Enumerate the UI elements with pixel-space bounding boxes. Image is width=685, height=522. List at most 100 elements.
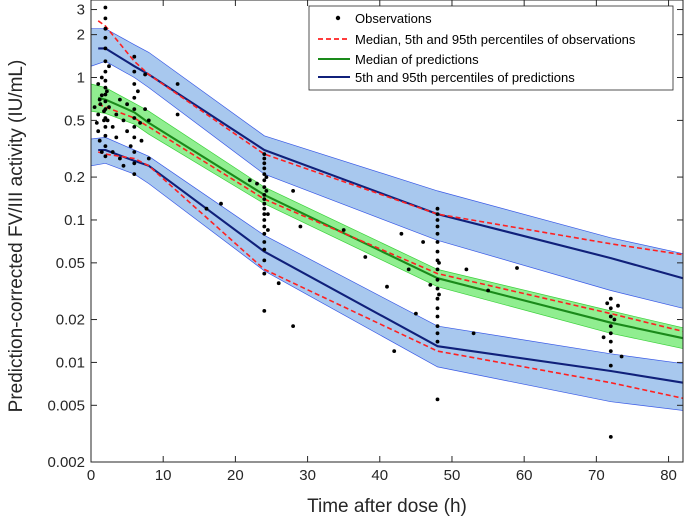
y-tick-label: 0.5 [64, 112, 85, 129]
legend: Observations Median, 5th and 95th percen… [308, 5, 674, 91]
observation-point [605, 301, 610, 306]
legend-label-observations: Observations [355, 11, 432, 26]
plot-frame [90, 0, 684, 463]
observation-point [435, 218, 440, 222]
observation-point [435, 212, 440, 217]
observation-point [132, 150, 137, 154]
legend-box [308, 5, 674, 91]
x-tick-label: 70 [588, 467, 605, 484]
observation-point [464, 267, 469, 272]
observation-point [103, 99, 108, 104]
observation-point [255, 181, 259, 186]
y-tick-label: 2 [77, 27, 85, 44]
observation-point [128, 144, 133, 149]
observation-point [264, 189, 269, 193]
observation-point [99, 150, 104, 154]
y-tick-label: 3 [77, 2, 85, 19]
observation-point [262, 197, 267, 202]
observation-point [276, 281, 281, 286]
observation-point [608, 363, 613, 368]
observation-point [435, 339, 440, 344]
observation-point [428, 283, 433, 287]
observation-point [103, 69, 108, 74]
y-tick-label: 0.005 [47, 397, 85, 414]
observation-point [103, 125, 108, 129]
series-line-obs-median [97, 103, 684, 333]
observation-point [103, 78, 108, 83]
observation-point [132, 172, 137, 177]
observation-point [262, 152, 267, 157]
observation-point [435, 324, 440, 328]
observation-point [105, 118, 110, 123]
observation-point [103, 107, 108, 111]
observation-point [435, 314, 440, 319]
observation-point [139, 138, 144, 143]
observation-point [103, 154, 108, 159]
observation-point [103, 26, 108, 31]
observation-point [262, 231, 267, 236]
legend-label-predicted-median: Median of predictions [355, 52, 479, 67]
observation-point [262, 247, 267, 252]
x-tick-label: 30 [299, 467, 316, 484]
observation-point [601, 335, 606, 340]
observation-point [114, 135, 119, 140]
observation-point [471, 331, 476, 336]
observation-point [99, 75, 104, 80]
observation-point [103, 116, 108, 120]
observation-point [486, 288, 490, 293]
observation-point [262, 224, 267, 229]
observation-point [262, 271, 267, 276]
y-tick-label: 0.2 [64, 169, 85, 186]
legend-label-predicted-percentiles: 5th and 95th percentiles of predictions [355, 70, 575, 85]
observation-point [132, 135, 137, 140]
observation-point [103, 35, 108, 40]
series-line-obs-5th [97, 151, 684, 400]
observation-point [435, 206, 440, 211]
observation-point [266, 228, 270, 232]
observation-point [435, 296, 440, 301]
observation-point [363, 255, 368, 259]
observation-point [608, 349, 613, 353]
observation-point [103, 59, 108, 64]
observation-point [399, 231, 404, 236]
observation-point [515, 266, 519, 270]
observation-point [291, 324, 295, 328]
observation-point [262, 166, 267, 171]
observation-point [143, 107, 148, 111]
observation-point [96, 112, 101, 117]
observation-point [118, 156, 122, 161]
series-line-pred-95th [98, 47, 684, 280]
series-line-pred-median [97, 96, 684, 340]
observation-point [98, 102, 103, 107]
observation-point [435, 267, 440, 272]
observation-point [616, 303, 620, 308]
x-tick-label: 10 [155, 467, 172, 484]
observation-point [103, 46, 108, 51]
observation-point [125, 102, 129, 107]
observation-point [392, 349, 397, 353]
x-tick-label: 20 [227, 467, 244, 484]
observation-point [103, 85, 108, 90]
observation-point [608, 296, 613, 301]
observation-point [608, 331, 613, 336]
observation-point [107, 64, 111, 69]
observation-point [608, 314, 613, 319]
observation-point [262, 309, 267, 313]
observation-point [94, 121, 99, 125]
observation-point [132, 54, 137, 59]
observation-point [175, 82, 180, 86]
observation-point [435, 277, 440, 282]
observation-point [435, 224, 440, 229]
axes-layer: 0 10 20 30 40 50 60 70 80 0.002 0.005 0.01 0.02 0.05 0… [47, 0, 683, 484]
observation-point [103, 144, 108, 149]
x-tick-label: 0 [87, 467, 95, 484]
observation-point [262, 172, 267, 177]
y-tick-label: 0.05 [56, 255, 85, 272]
y-tick-label: 0.002 [47, 454, 85, 471]
observation-point [136, 89, 140, 94]
observation-point [612, 317, 617, 322]
observation-point [437, 292, 441, 297]
observation-point [204, 206, 209, 211]
observation-point [143, 72, 148, 77]
